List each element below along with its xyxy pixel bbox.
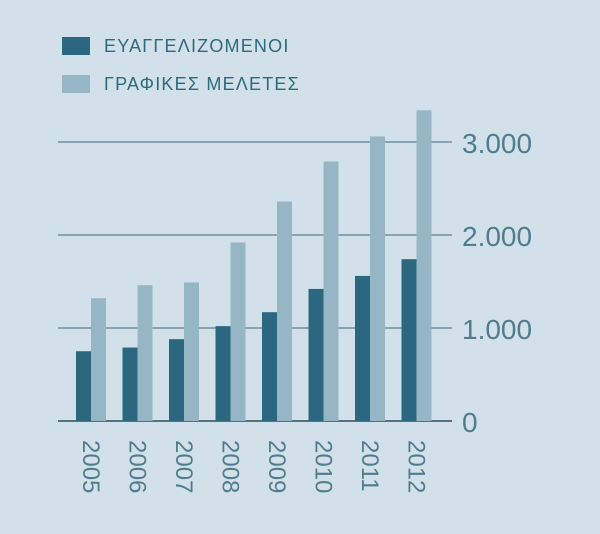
x-tick-label-2008: 2008 <box>217 440 244 493</box>
y-tick-label-1000: 1.000 <box>462 314 532 345</box>
x-tick-label-2011: 2011 <box>356 440 383 492</box>
bar-grafikes-meletes-2009 <box>277 201 292 421</box>
x-tick-label-2006: 2006 <box>124 440 151 493</box>
x-tick-label-2005: 2005 <box>77 440 104 493</box>
legend-swatch-evangelizomenoi <box>62 37 90 55</box>
x-tick-label-2009: 2009 <box>263 440 290 493</box>
bar-evangelizomenoi-2012 <box>401 259 417 421</box>
bar-evangelizomenoi-2008 <box>215 326 231 421</box>
legend-label-grafikes-meletes: ΓΡΑΦΙΚΕΣ ΜΕΛΕΤΕΣ <box>104 74 300 94</box>
bar-evangelizomenoi-2005 <box>76 351 91 421</box>
x-tick-label-2010: 2010 <box>310 440 337 493</box>
bar-evangelizomenoi-2009 <box>262 312 277 421</box>
bar-grafikes-meletes-2005 <box>91 298 106 421</box>
bar-grafikes-meletes-2008 <box>230 242 246 421</box>
y-tick-label-0: 0 <box>462 407 478 438</box>
bar-grafikes-meletes-2012 <box>416 110 432 421</box>
bar-evangelizomenoi-2007 <box>169 339 184 421</box>
x-tick-label-2012: 2012 <box>403 440 430 493</box>
y-tick-label-3000: 3.000 <box>462 128 532 159</box>
legend-label-evangelizomenoi: ΕΥΑΓΓΕΛΙΖΟΜΕΝΟΙ <box>104 36 290 56</box>
bar-grafikes-meletes-2006 <box>137 285 153 421</box>
y-tick-label-2000: 2.000 <box>462 221 532 252</box>
x-tick-label-2007: 2007 <box>170 440 197 493</box>
bar-evangelizomenoi-2010 <box>308 288 324 421</box>
bar-grafikes-meletes-2007 <box>184 282 199 421</box>
bar-evangelizomenoi-2006 <box>122 347 138 421</box>
bar-evangelizomenoi-2011 <box>355 275 370 421</box>
bar-grafikes-meletes-2011 <box>370 136 385 422</box>
bar-grafikes-meletes-2010 <box>323 161 339 421</box>
legend-swatch-grafikes-meletes <box>62 75 90 93</box>
